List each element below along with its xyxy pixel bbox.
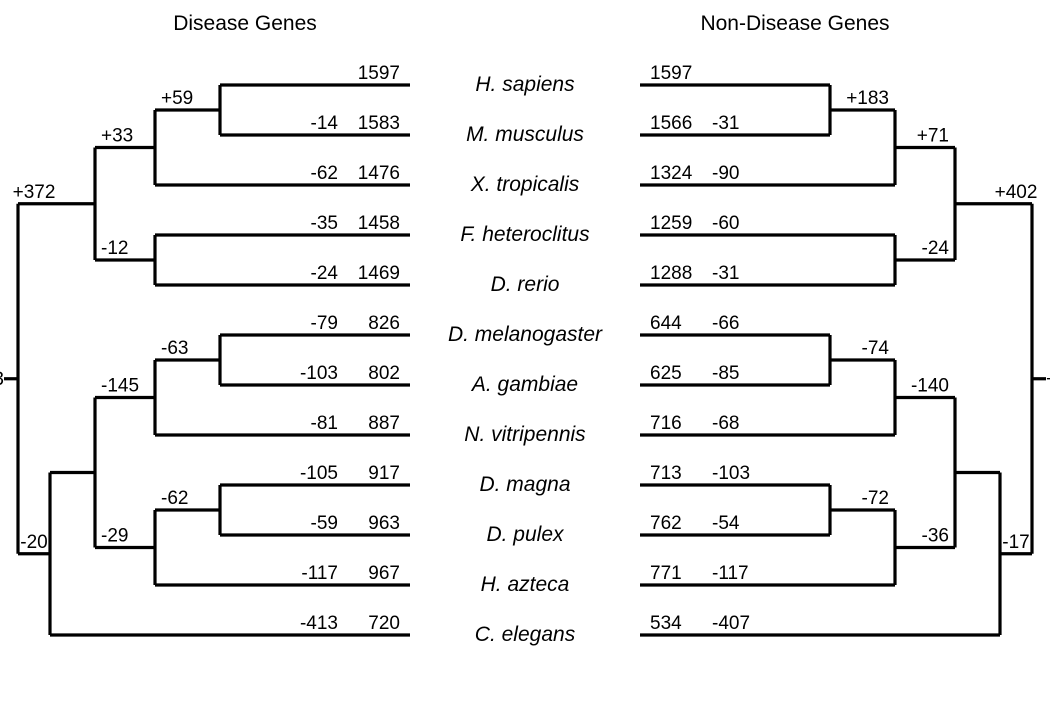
right-count: 1259 [650,213,692,234]
left-count: 917 [368,463,400,484]
left-count: 826 [368,313,400,334]
species-label: C. elegans [475,623,576,646]
right-delta: -85 [712,363,739,384]
fish-stem-right: -24 [922,238,950,259]
prot-stem-right: -17 [1002,532,1029,553]
right-delta: -31 [712,263,739,284]
species-label: H. azteca [481,573,570,596]
species-label: X. tropicalis [470,173,580,196]
species-label: A. gambiae [470,373,578,396]
species-label: D. melanogaster [448,323,603,346]
mammal-stem-right: +183 [846,88,889,109]
root-value-right: +941 [1046,369,1050,390]
right-delta: -60 [712,213,739,234]
phylogeny-diagram: Disease Genes Non-Disease Genes H. sapiens… [0,0,1050,702]
right-count: 1566 [650,113,692,134]
title-right: Non-Disease Genes [700,12,889,35]
right-delta: -66 [712,313,739,334]
arth-stem-right: -140 [911,376,949,397]
right-delta: -103 [712,463,750,484]
left-count: 1597 [358,63,400,84]
left-delta: -79 [311,313,338,334]
right-delta: -407 [712,613,750,634]
right-count: 716 [650,413,682,434]
crust-stem-right: -36 [922,526,949,547]
left-count: 1469 [358,263,400,284]
left-count: 887 [368,413,400,434]
daphnia-stem-right: -72 [862,488,889,509]
left-count: 1583 [358,113,400,134]
right-count: 762 [650,513,682,534]
mammal-stem-left: +59 [161,88,193,109]
right-count: 625 [650,363,682,384]
daphnia-stem-left: -62 [161,488,188,509]
right-delta: -90 [712,163,739,184]
species-label: M. musculus [466,123,584,146]
right-count: 534 [650,613,682,634]
left-count: 1458 [358,213,400,234]
species-label: H. sapiens [475,73,575,96]
species-label: D. rerio [491,273,560,296]
left-delta: -24 [311,263,339,284]
right-count: 1324 [650,163,693,184]
right-delta: -117 [712,563,749,584]
left-delta: -413 [300,613,338,634]
left-delta: -105 [300,463,338,484]
right-delta: -54 [712,513,740,534]
tetra-stem-right: +71 [917,126,949,147]
left-delta: -14 [311,113,339,134]
left-count: 1476 [358,163,400,184]
right-count: 1288 [650,263,692,284]
right-delta: -68 [712,413,739,434]
right-count: 771 [650,563,682,584]
right-count: 644 [650,313,682,334]
right-count: 713 [650,463,682,484]
species-label: F. heteroclitus [460,223,590,246]
tetra-stem-left: +33 [101,126,133,147]
left-count: 802 [368,363,400,384]
root-value-left: +1133 [0,369,4,390]
left-count: 720 [368,613,400,634]
crust-stem-left: -29 [101,526,128,547]
species-label: N. vitripennis [464,423,586,446]
vert-stem-left: +372 [13,182,56,203]
insect-stem-left: -63 [161,338,188,359]
right-count: 1597 [650,63,692,84]
insect-stem-right: -74 [862,338,890,359]
left-delta: -117 [301,563,338,584]
left-count: 963 [368,513,400,534]
left-delta: -59 [311,513,338,534]
species-label: D. magna [479,473,570,496]
arth-stem-left: -145 [101,376,139,397]
vert-stem-right: +402 [995,182,1038,203]
left-delta: -81 [311,413,338,434]
prot-stem-left: -20 [20,532,47,553]
title-left: Disease Genes [173,12,317,35]
fish-stem-left: -12 [101,238,128,259]
left-delta: -62 [311,163,338,184]
species-label: D. pulex [486,523,565,546]
right-delta: -31 [712,113,739,134]
left-count: 967 [368,563,400,584]
left-delta: -35 [311,213,338,234]
left-delta: -103 [300,363,338,384]
